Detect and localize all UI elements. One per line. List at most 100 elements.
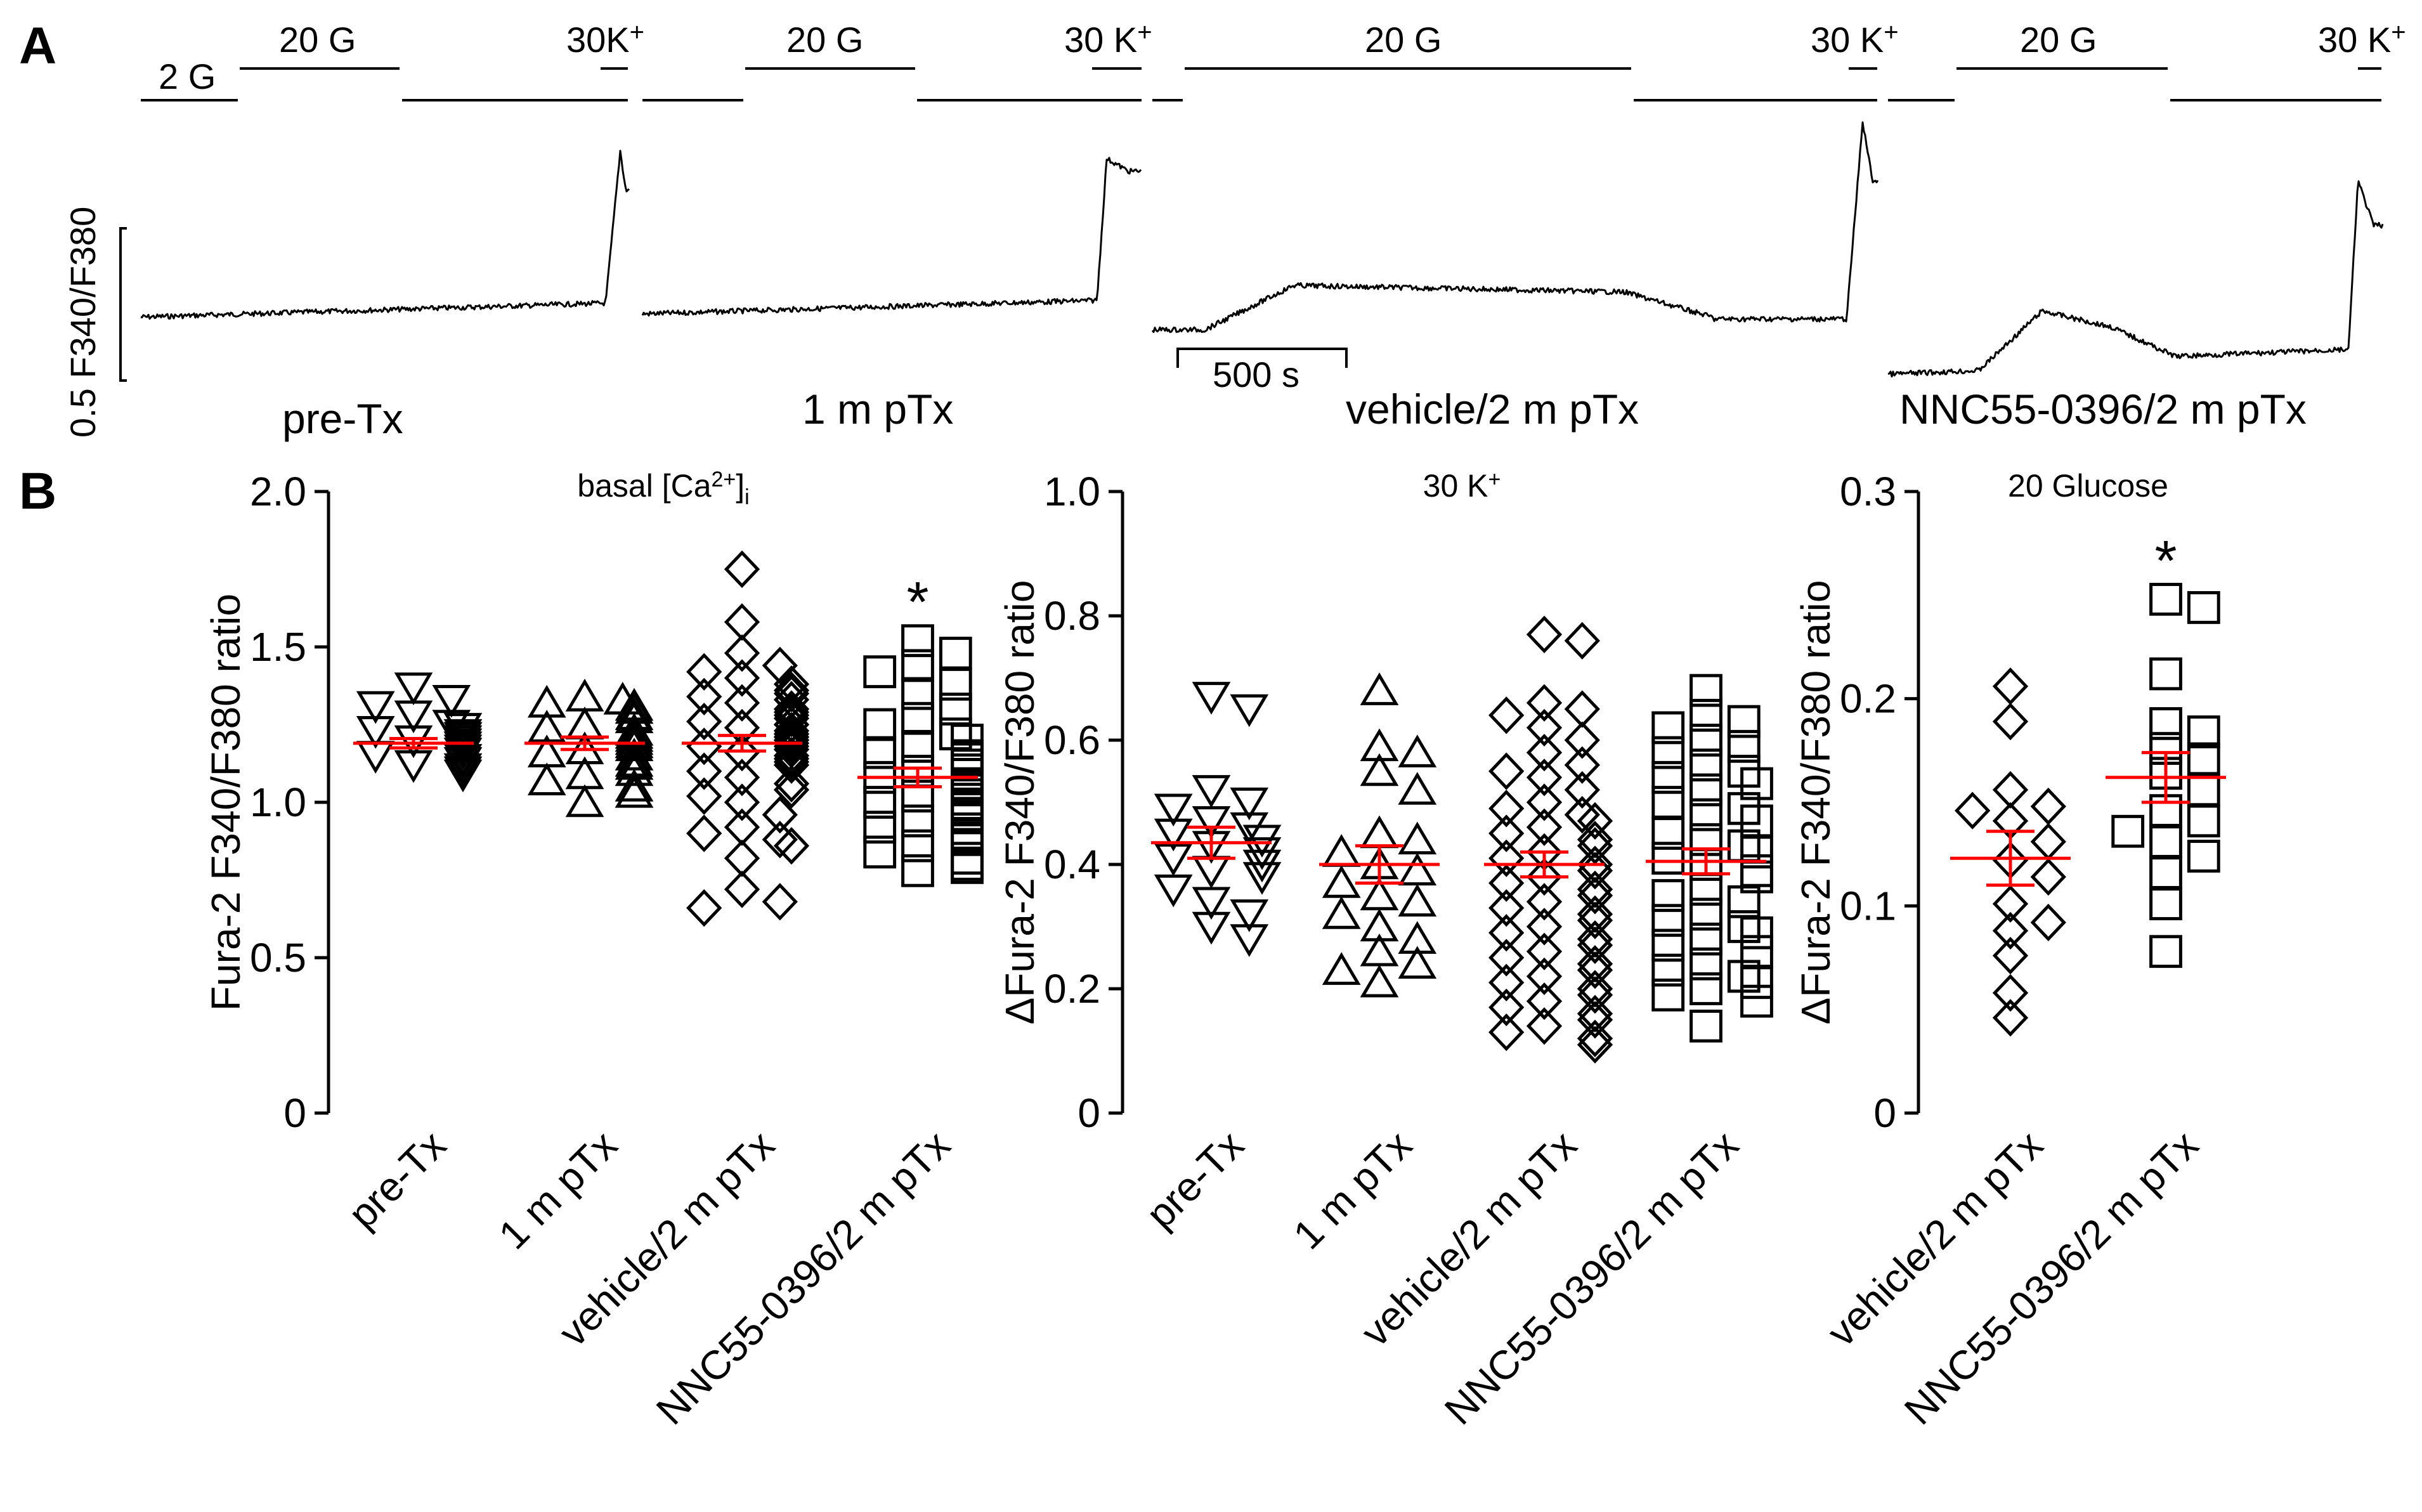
group-pre-tx: [353, 672, 483, 793]
data-point: [724, 550, 760, 589]
data-point: [762, 821, 798, 859]
trace-group-vehicle-2m-ptx: 20 G 30 K+ vehicle/2 m pTx: [1151, 18, 1899, 433]
data-point: [1360, 753, 1399, 786]
data-point: [1727, 792, 1761, 825]
data-point: [394, 700, 433, 734]
y-tick-label: 0.8: [1044, 593, 1100, 639]
data-point: [1154, 843, 1193, 877]
category-label: pre-Tx: [1137, 1122, 1253, 1237]
data-point: [1488, 696, 1525, 734]
data-point: [1992, 937, 2029, 975]
data-point: [1992, 667, 2029, 705]
bar-label-30k: 30 K+: [1811, 18, 1899, 60]
calcium-trace-1m-ptx: [641, 157, 1142, 317]
data-point: [1992, 885, 2029, 923]
data-point: [863, 786, 897, 819]
chart-title-sup: 2+: [712, 467, 736, 492]
data-point: [686, 814, 722, 852]
data-point: [1526, 1007, 1563, 1045]
data-point: [1651, 817, 1685, 850]
data-point: [773, 826, 810, 865]
group-1-m-ptx: [524, 679, 654, 818]
group-vehicle-2-m-ptx: [1950, 667, 2071, 1037]
bar-label-20g: 20 G: [2020, 20, 2097, 60]
data-point: [724, 759, 760, 797]
data-point: [1398, 772, 1437, 805]
data-point: [901, 804, 934, 838]
data-point: [2149, 887, 2182, 920]
bar-label-30k-text: 30K: [566, 20, 630, 60]
data-point: [1690, 674, 1722, 707]
data-point: [1740, 835, 1773, 869]
bar-label-30k-text: 30 K: [1811, 20, 1884, 60]
data-point: [615, 719, 654, 752]
category-label: NNC55-0396/2 m pTx: [648, 1122, 959, 1433]
data-point: [1526, 908, 1563, 946]
chart-title-sup: +: [1488, 467, 1501, 492]
data-point: [1526, 883, 1563, 921]
data-point: [1230, 924, 1269, 957]
data-point: [1651, 879, 1685, 912]
data-point: [2149, 856, 2182, 889]
data-point: [565, 784, 604, 818]
data-point: [1727, 755, 1761, 788]
data-point: [1230, 899, 1269, 932]
category-label: 1 m pTx: [490, 1122, 626, 1258]
bar-label-30k-sup: +: [630, 18, 644, 46]
data-point: [1740, 916, 1773, 949]
data-point: [1727, 729, 1761, 763]
bar-label-20g: 20 G: [279, 20, 356, 60]
data-point: [724, 870, 760, 908]
data-point: [565, 679, 604, 712]
data-point: [724, 684, 760, 722]
scale-bar-time-label: 500 s: [1213, 355, 1299, 394]
data-point: [724, 808, 760, 846]
data-point: [901, 624, 934, 658]
data-point: [1740, 767, 1773, 800]
data-point: [773, 718, 810, 756]
data-point: [901, 829, 934, 863]
chart-20-glucose: 0 0.1 0.2 0.3 ΔFura-2 F340/F380 ratio 20 Gluc…: [1793, 468, 2226, 1433]
group-vehicle-2-m-ptx: [1484, 615, 1613, 1064]
data-point: [1577, 877, 1613, 915]
data-point: [1651, 760, 1685, 794]
data-point: [2187, 804, 2220, 838]
data-point: [1577, 802, 1613, 840]
data-point: [1992, 911, 2029, 950]
data-point: [863, 708, 897, 741]
data-point: [1564, 771, 1600, 809]
data-point: [1526, 759, 1563, 797]
data-point: [1740, 984, 1773, 1018]
y-axis-title: ΔFura-2 F340/F380 ratio: [1793, 580, 1839, 1025]
data-point: [2187, 840, 2220, 873]
calcium-trace-nnc-2m-ptx: [1887, 180, 2384, 378]
y-tick-label: 0: [283, 1090, 306, 1136]
y-tick-label: 1.0: [250, 779, 306, 825]
data-point: [615, 753, 654, 786]
data-point: [1651, 736, 1685, 769]
data-point: [686, 777, 722, 815]
data-point: [527, 684, 566, 718]
chart-title: 30 K+: [1423, 467, 1501, 504]
y-tick-label: 1.0: [1044, 469, 1100, 514]
data-point: [2111, 814, 2145, 848]
category-label: NNC55-0396/2 m pTx: [1896, 1122, 2207, 1433]
data-point: [1360, 728, 1399, 762]
data-point: [1992, 999, 2029, 1037]
data-point: [1577, 976, 1613, 1014]
y-axis-title: ΔFura-2 F340/F380 ratio: [997, 580, 1043, 1025]
data-point: [1488, 864, 1525, 903]
data-point: [1526, 708, 1563, 747]
bar-label-30k: 30 K+: [1064, 18, 1152, 60]
category-label: pre-Tx: [339, 1122, 455, 1237]
bar-label-20g: 20 G: [1365, 20, 1442, 60]
data-point: [1526, 808, 1563, 846]
y-axis-title: Fura-2 F340/F380 ratio: [203, 594, 249, 1011]
data-point: [1488, 790, 1525, 828]
data-point: [1488, 914, 1525, 952]
data-point: [1488, 889, 1525, 927]
data-point: [1154, 874, 1193, 908]
data-point: [1690, 972, 1722, 1005]
data-point: [1727, 705, 1761, 738]
group-nnc55-0396-2-m-ptx: *: [857, 571, 984, 887]
